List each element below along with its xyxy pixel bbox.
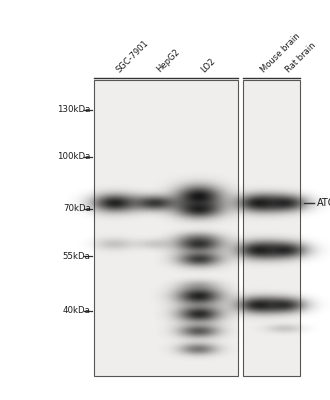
Text: SGC-7901: SGC-7901 — [114, 38, 150, 74]
Text: 40kDa: 40kDa — [63, 306, 91, 315]
Text: 130kDa: 130kDa — [57, 105, 91, 114]
Text: 70kDa: 70kDa — [63, 204, 91, 213]
Text: HepG2: HepG2 — [154, 47, 181, 74]
Bar — [94, 80, 238, 376]
Text: 100kDa: 100kDa — [57, 152, 91, 162]
Text: LO2: LO2 — [199, 56, 217, 74]
Text: ATG16L2: ATG16L2 — [317, 198, 330, 208]
Text: Rat brain: Rat brain — [284, 40, 318, 74]
Text: 55kDa: 55kDa — [63, 252, 91, 261]
Bar — [243, 80, 300, 376]
Text: Mouse brain: Mouse brain — [259, 31, 302, 74]
